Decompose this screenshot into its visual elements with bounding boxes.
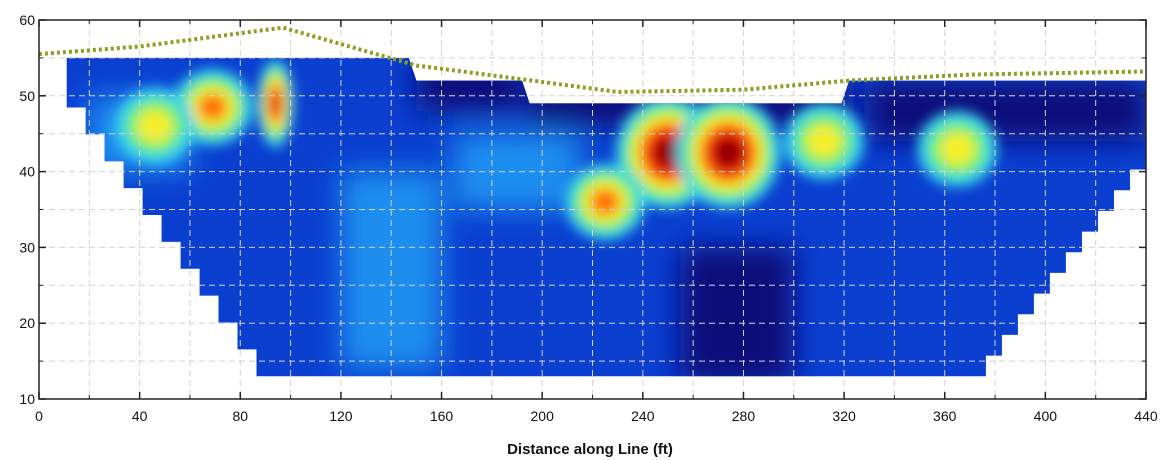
- heatmap-cell: [416, 57, 523, 111]
- x-axis-title: Distance along Line (ft): [507, 441, 673, 458]
- anomaly-2-band: [270, 90, 281, 116]
- anomaly-3-band: [198, 93, 227, 121]
- y-tick-label: 30: [19, 239, 35, 255]
- y-tick-label: 20: [19, 315, 35, 331]
- x-tick-label: 80: [232, 408, 248, 424]
- heatmap-cell: [680, 247, 794, 377]
- y-tick-label: 50: [19, 88, 35, 104]
- heatmap-cell: [454, 133, 580, 210]
- x-tick-label: 200: [531, 408, 555, 424]
- heatmap-anomalies: [114, 59, 998, 240]
- x-tick-label: 440: [1134, 408, 1158, 424]
- anomaly-6-band: [136, 109, 173, 144]
- x-tick-label: 40: [132, 408, 148, 424]
- y-tick-label: 40: [19, 164, 35, 180]
- x-tick-label: 120: [329, 408, 353, 424]
- anomaly-7-band: [939, 131, 976, 166]
- y-tick-label: 60: [19, 12, 35, 28]
- x-tick-label: 320: [832, 408, 856, 424]
- x-tick-label: 280: [732, 408, 756, 424]
- y-tick-label: 10: [19, 391, 35, 407]
- x-tick-label: 400: [1034, 408, 1058, 424]
- x-tick-label: 160: [430, 408, 454, 424]
- anomaly-4-band: [591, 188, 619, 216]
- anomaly-1-band: [715, 139, 742, 167]
- anomaly-0-band: [655, 139, 681, 167]
- axes: 0 40 80 120 160 200 240 280 320 360 400 440 10 20 30 40…: [19, 12, 1157, 424]
- heatmap-cell: [869, 80, 1146, 142]
- x-tick-label: 0: [35, 408, 43, 424]
- x-tick-label: 360: [933, 408, 957, 424]
- x-tick-label: 240: [631, 408, 655, 424]
- grid: [39, 20, 1146, 399]
- anomaly-5-band: [806, 124, 842, 159]
